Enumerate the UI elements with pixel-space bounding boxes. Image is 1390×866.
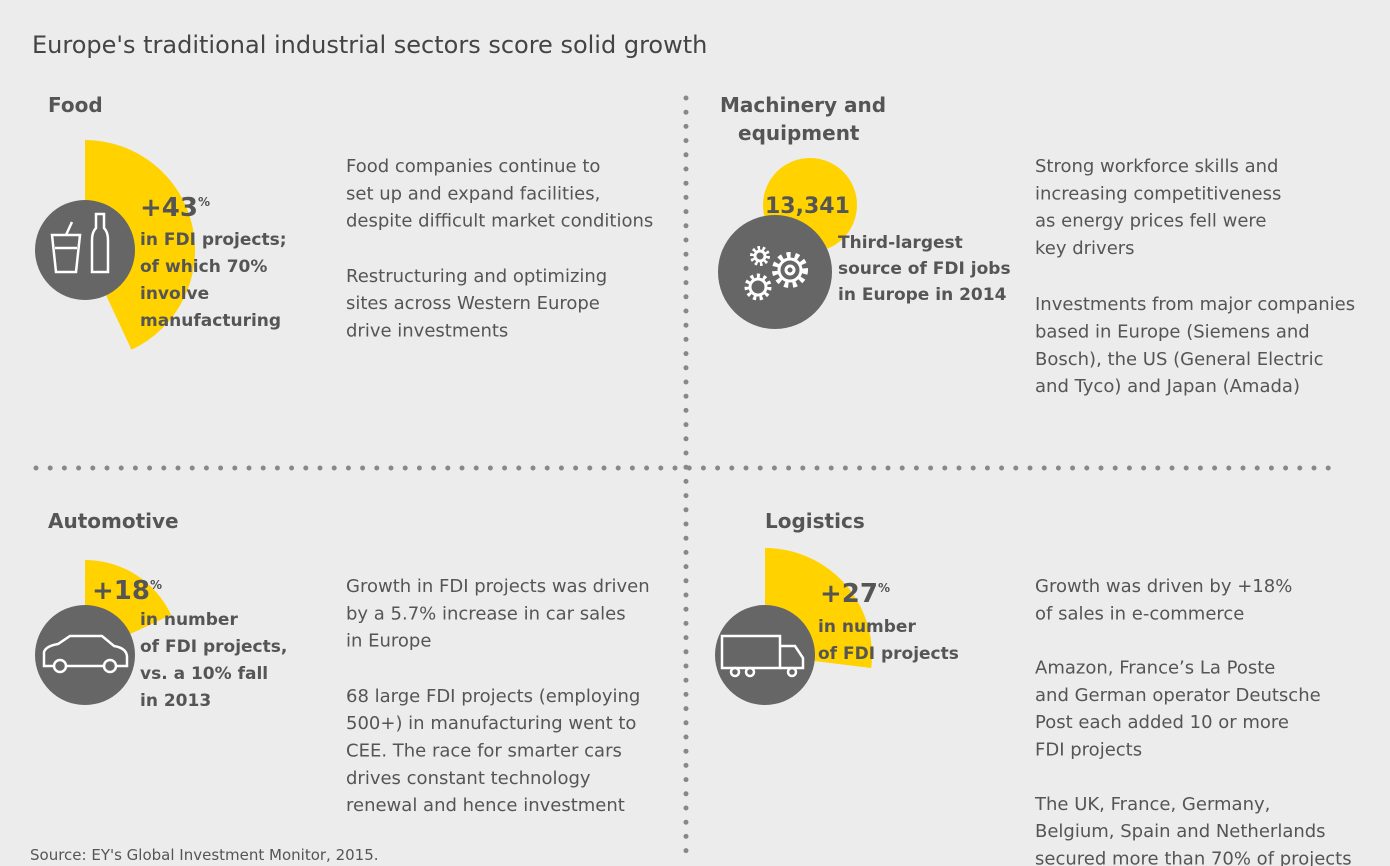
highlight-line: in number (818, 617, 916, 637)
sector-name: Food (48, 93, 103, 117)
description-line: Investments from major companies (1035, 294, 1355, 315)
highlight-line: of which 70% (140, 257, 267, 277)
description-line: key drivers (1035, 238, 1135, 259)
sector-name: Machinery and (720, 93, 886, 117)
description-line: set up and expand facilities, (346, 183, 600, 204)
highlight-line: in number (140, 610, 238, 630)
stat-unit: % (878, 581, 890, 595)
highlight-line: involve (140, 284, 209, 304)
description-line: Growth was driven by +18% (1035, 576, 1292, 597)
highlight-line: of FDI projects (818, 644, 959, 664)
description-line: Amazon, France’s La Poste (1035, 658, 1275, 679)
stat: +43% (140, 193, 210, 223)
description-line: renewal and hence investment (346, 795, 625, 816)
highlight-line: of FDI projects, (140, 637, 287, 657)
wedge (85, 140, 196, 350)
description-line: Food companies continue to (346, 156, 600, 177)
icon-circle (35, 200, 135, 300)
stat-value: +27 (820, 579, 878, 609)
description-line: Restructuring and optimizing (346, 266, 607, 287)
stat-unit: % (150, 578, 162, 592)
description-line: 500+) in manufacturing went to (346, 713, 636, 734)
description-line: by a 5.7% increase in car sales (346, 603, 626, 624)
description-line: despite difficult market conditions (346, 211, 653, 232)
description-line: as energy prices fell were (1035, 211, 1266, 232)
highlight-line: source of FDI jobs (838, 259, 1011, 279)
truck-icon (720, 634, 805, 678)
stat: +18% (92, 576, 162, 606)
description-line: drive investments (346, 321, 508, 342)
description-line: and German operator Deutsche (1035, 685, 1321, 706)
sector-name: Automotive (48, 509, 179, 533)
stat: +27% (820, 579, 890, 609)
highlight-line: in 2013 (140, 691, 211, 711)
icon-circle (35, 605, 135, 705)
highlight-line: manufacturing (140, 311, 281, 331)
description-line: Strong workforce skills and (1035, 156, 1278, 177)
sector-name: equipment (738, 121, 860, 145)
description-line: Belgium, Spain and Netherlands (1035, 821, 1326, 842)
description-line: and Tyco) and Japan (Amada) (1035, 376, 1300, 397)
source: Source: EY's Global Investment Monitor, … (30, 846, 379, 864)
highlight-line: vs. a 10% fall (140, 664, 268, 684)
description-line: FDI projects (1035, 740, 1142, 761)
icon-circle (715, 605, 815, 705)
description-line: Growth in FDI projects was driven (346, 576, 650, 597)
stat: 13,341 (765, 194, 850, 219)
gears-icon (744, 246, 808, 301)
description-line: 68 large FDI projects (employing (346, 686, 640, 707)
title: Europe's traditional industrial sectors … (32, 31, 707, 59)
highlight-line: in FDI projects; (140, 230, 287, 250)
stat-value: 13,341 (765, 194, 850, 219)
highlight-line: in Europe in 2014 (838, 285, 1007, 305)
description-line: sites across Western Europe (346, 293, 600, 314)
description-line: increasing competitiveness (1035, 183, 1281, 204)
description-line: The UK, France, Germany, (1034, 794, 1270, 815)
description-line: drives constant technology (346, 768, 591, 789)
description-line: of sales in e-commerce (1035, 603, 1244, 624)
description-line: secured more than 70% of projects (1035, 848, 1352, 866)
highlight-line: Third-largest (838, 233, 963, 253)
description-line: based in Europe (Siemens and (1035, 322, 1310, 343)
description-line: CEE. The race for smarter cars (346, 741, 622, 762)
description-line: Post each added 10 or more (1035, 712, 1289, 733)
sector-name: Logistics (765, 509, 865, 533)
description-line: in Europe (346, 631, 431, 652)
stat-value: +43 (140, 193, 198, 223)
stat-value: +18 (92, 576, 150, 606)
stat-unit: % (198, 195, 210, 209)
description-line: Bosch), the US (General Electric (1035, 349, 1323, 370)
food-icon (50, 212, 110, 274)
car-icon (42, 634, 129, 674)
